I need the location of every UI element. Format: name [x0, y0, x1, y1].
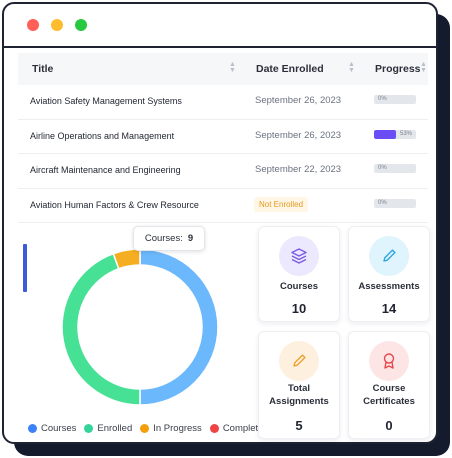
date-enrolled: September 22, 2023 — [255, 164, 342, 175]
stat-value: 10 — [291, 301, 307, 316]
stat-value: 0 — [385, 418, 393, 433]
legend-item[interactable]: Enrolled — [84, 423, 132, 434]
legend-label: In Progress — [153, 423, 202, 434]
sort-arrows-icon[interactable]: ▲ ▼ — [229, 61, 236, 74]
chart-legend: Courses Enrolled In Progress Completed — [28, 423, 269, 434]
course-title[interactable]: Aviation Safety Management Systems — [30, 96, 182, 106]
title-bar — [4, 4, 436, 48]
courses-table: Title ▲ ▼ Date Enrolled ▲ ▼ Progress ▲ ▼ Av… — [18, 53, 428, 223]
legend-swatch — [140, 424, 150, 433]
legend-swatch — [209, 424, 219, 433]
progress-label: 0% — [378, 165, 387, 171]
progress-fill — [374, 129, 397, 139]
stat-label-line: Total — [288, 383, 310, 394]
legend-label: Enrolled — [97, 423, 133, 434]
progress-label: 53% — [400, 130, 413, 137]
certificates-stat-card[interactable]: Course Certificates 0 — [348, 331, 430, 439]
tooltip-value: 9 — [187, 233, 194, 244]
donut-slice-in-progress[interactable] — [112, 248, 141, 270]
column-header-progress[interactable]: Progress — [375, 63, 421, 75]
stat-label: Course Certificates — [349, 382, 429, 408]
pencil-icon — [369, 236, 409, 276]
courses-donut-chart[interactable] — [60, 247, 220, 407]
legend-item[interactable]: Completed — [209, 423, 269, 434]
minimize-window-button[interactable] — [51, 19, 63, 31]
course-title[interactable]: Aircraft Maintenance and Engineering — [30, 165, 181, 175]
section-accent-bar — [23, 244, 27, 292]
table-row[interactable]: Aviation Safety Management Systems Septe… — [18, 85, 428, 120]
pencil-icon — [279, 341, 319, 381]
legend-item[interactable]: Courses — [28, 423, 76, 434]
progress-bar: 0% — [374, 198, 416, 208]
sort-arrows-icon[interactable]: ▲ ▼ — [420, 61, 427, 74]
progress-label: 0% — [378, 96, 387, 102]
progress-label: 0% — [378, 199, 387, 206]
column-header-title[interactable]: Title — [32, 63, 54, 75]
close-window-button[interactable] — [27, 19, 39, 31]
assessments-stat-card[interactable]: Assessments 14 — [348, 226, 430, 322]
legend-label: Courses — [41, 423, 77, 434]
date-enrolled: September 26, 2023 — [255, 95, 342, 106]
stat-label-line: Course — [372, 383, 406, 394]
donut-slice-courses[interactable] — [139, 248, 219, 406]
stat-label: Assessments — [358, 281, 420, 292]
tooltip-label: Courses: — [144, 233, 183, 244]
legend-item[interactable]: In Progress — [140, 423, 202, 434]
sort-arrows-icon[interactable]: ▲ ▼ — [348, 61, 355, 74]
date-enrolled: September 26, 2023 — [255, 129, 342, 141]
maximize-window-button[interactable] — [75, 19, 87, 31]
table-header: Title ▲ ▼ Date Enrolled ▲ ▼ Progress ▲ ▼ — [18, 53, 428, 85]
stat-value: 5 — [295, 418, 303, 433]
courses-stat-card[interactable]: Courses 10 — [258, 226, 340, 322]
table-row[interactable]: Aviation Human Factors & Crew Resource N… — [18, 189, 428, 223]
status-badge: Not Enrolled — [254, 196, 309, 212]
legend-label: Completed — [222, 423, 269, 434]
stat-label-line: Certificates — [363, 396, 415, 407]
stat-value: 14 — [381, 301, 397, 316]
column-header-date[interactable]: Date Enrolled — [256, 63, 324, 75]
progress-bar: 0% — [374, 95, 416, 104]
legend-swatch — [84, 424, 94, 433]
stat-label: Total Assignments — [259, 382, 339, 408]
course-title[interactable]: Airline Operations and Management — [30, 130, 175, 141]
course-title[interactable]: Aviation Human Factors & Crew Resource — [30, 199, 199, 210]
table-row[interactable]: Airline Operations and Management Septem… — [18, 120, 428, 154]
donut-slice-enrolled[interactable] — [61, 252, 141, 406]
legend-swatch — [28, 424, 37, 433]
assignments-stat-card[interactable]: Total Assignments 5 — [258, 331, 340, 439]
layers-icon — [279, 236, 319, 276]
table-row[interactable]: Aircraft Maintenance and Engineering Sep… — [18, 154, 428, 189]
stat-label: Courses — [279, 281, 318, 292]
stat-label-line: Assignments — [269, 396, 329, 407]
award-icon — [369, 341, 409, 381]
chart-tooltip: Courses: 9 — [133, 226, 205, 251]
progress-bar: 53% — [374, 129, 416, 139]
progress-bar: 0% — [374, 164, 416, 173]
